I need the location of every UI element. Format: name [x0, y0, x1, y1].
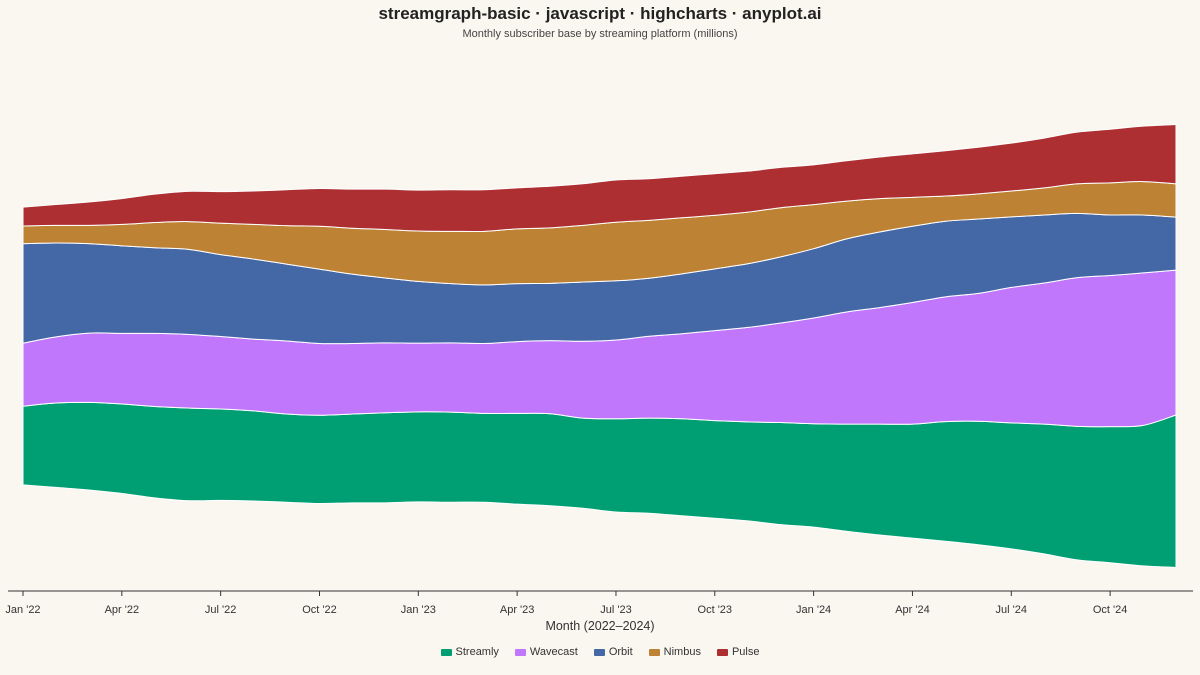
legend-item-pulse[interactable]: Pulse	[716, 646, 760, 658]
chart-subtitle: Monthly subscriber base by streaming pla…	[462, 28, 738, 40]
legend-item-wavecast[interactable]: Wavecast	[514, 646, 578, 658]
legend-label: Wavecast	[529, 646, 578, 658]
series-layer	[22, 124, 1177, 568]
legend-item-streamly[interactable]: Streamly	[440, 646, 499, 658]
legend-swatch	[440, 648, 452, 656]
x-tick-label: Jan '22	[5, 604, 40, 616]
x-tick-label: Jul '23	[600, 604, 631, 616]
x-axis-ticks: Jan '22 Apr '22 Jul '22 Oct '22 Jan '23 Apr '…	[5, 591, 1127, 616]
legend-item-orbit[interactable]: Orbit	[593, 646, 633, 658]
x-tick-label: Jan '24	[796, 604, 831, 616]
series-area-pulse[interactable]	[22, 124, 1177, 233]
legend: Streamly Wavecast Orbit Nimbus Pulse	[0, 646, 1200, 658]
legend-label: Pulse	[731, 646, 760, 658]
x-tick-label: Oct '24	[1093, 604, 1128, 616]
chart-title: streamgraph-basic · javascript · highcha…	[378, 4, 822, 23]
x-axis-title: Month (2022–2024)	[545, 619, 654, 633]
legend-label: Orbit	[608, 646, 633, 658]
legend-swatch	[716, 648, 728, 656]
x-tick-label: Apr '22	[105, 604, 140, 616]
x-tick-label: Oct '22	[302, 604, 337, 616]
legend-item-nimbus[interactable]: Nimbus	[648, 646, 701, 658]
x-tick-label: Jul '24	[996, 604, 1027, 616]
x-tick-label: Oct '23	[698, 604, 733, 616]
legend-swatch	[514, 648, 526, 656]
x-tick-label: Apr '23	[500, 604, 535, 616]
x-tick-label: Apr '24	[895, 604, 930, 616]
x-tick-label: Jan '23	[401, 604, 436, 616]
legend-label: Streamly	[455, 646, 499, 658]
legend-label: Nimbus	[663, 646, 701, 658]
legend-swatch	[648, 648, 660, 656]
legend-swatch	[593, 648, 605, 656]
x-tick-label: Jul '22	[205, 604, 236, 616]
series-area-streamly[interactable]	[22, 401, 1177, 568]
